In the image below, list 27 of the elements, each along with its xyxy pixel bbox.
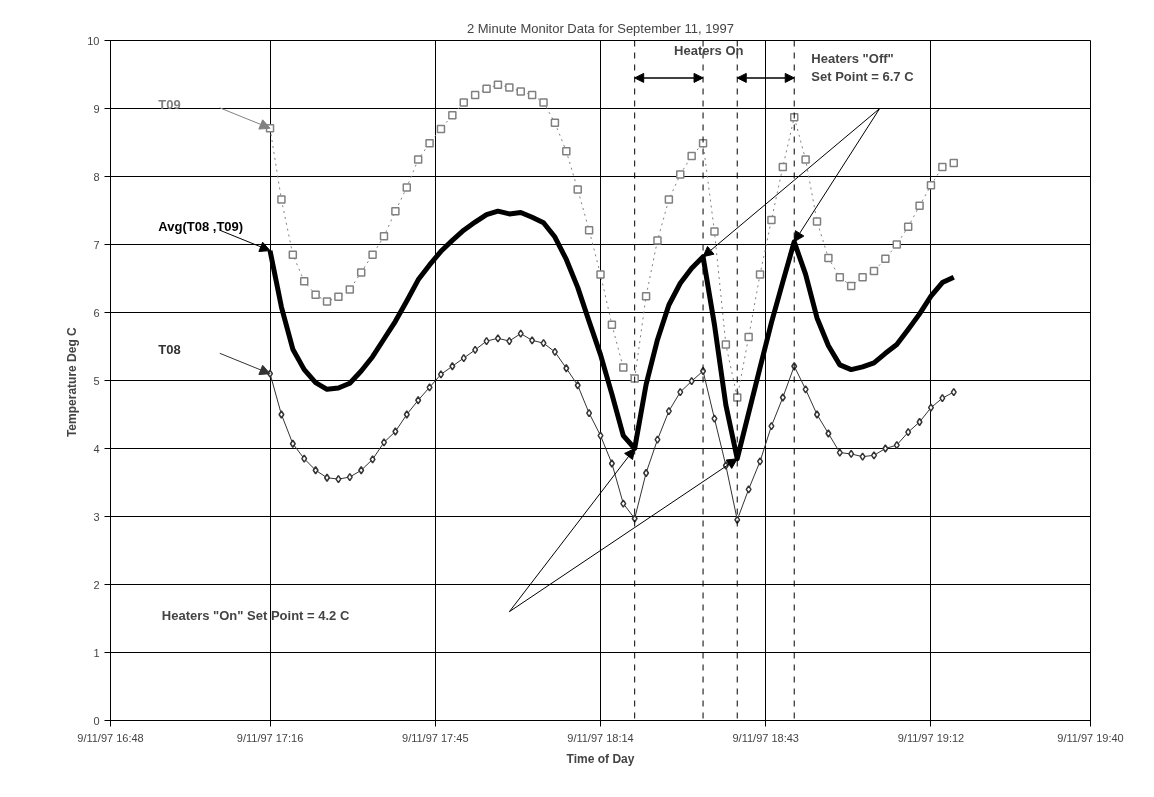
x-tick-label: 9/11/97 19:40 [1057,731,1124,744]
x-tick-label: 9/11/97 17:16 [236,731,304,744]
x-tick-label: 9/11/97 16:48 [77,731,144,744]
text: T09 [158,96,181,112]
y-tick-label: 0 [93,714,100,727]
x-tick-label: 9/11/97 18:14 [567,731,634,744]
y-tick-label: 5 [93,374,100,387]
y-tick-label: 6 [93,306,100,319]
y-tick-label: 8 [93,170,100,183]
annotation: Heaters "Off" Set Point = 6.7 C [811,51,915,85]
text: T08 [158,342,181,358]
y-tick-label: 2 [93,578,100,591]
y-tick-label: 1 [93,646,100,659]
chart-title: 2 Minute Monitor Data for September 11, 1997 [466,20,735,36]
annotation: Heaters On [674,43,744,59]
y-tick-label: 10 [87,34,100,47]
y-tick-label: 9 [93,102,100,115]
x-tick-label: 9/11/97 19:12 [897,731,965,744]
y-tick-label: 7 [93,238,100,251]
y-tick-label: 4 [93,442,100,455]
y-axis-title: Temperature Deg C [65,326,80,438]
x-tick-label: 9/11/97 18:43 [732,731,799,744]
text: Avg(T08 ,T09) [158,219,244,235]
y-tick-label: 3 [93,510,100,523]
x-tick-label: 9/11/97 17:45 [402,731,469,744]
annotation: Heaters "On" Set Point = 4.2 C [161,607,350,623]
x-axis-title: Time of Day [566,751,635,766]
